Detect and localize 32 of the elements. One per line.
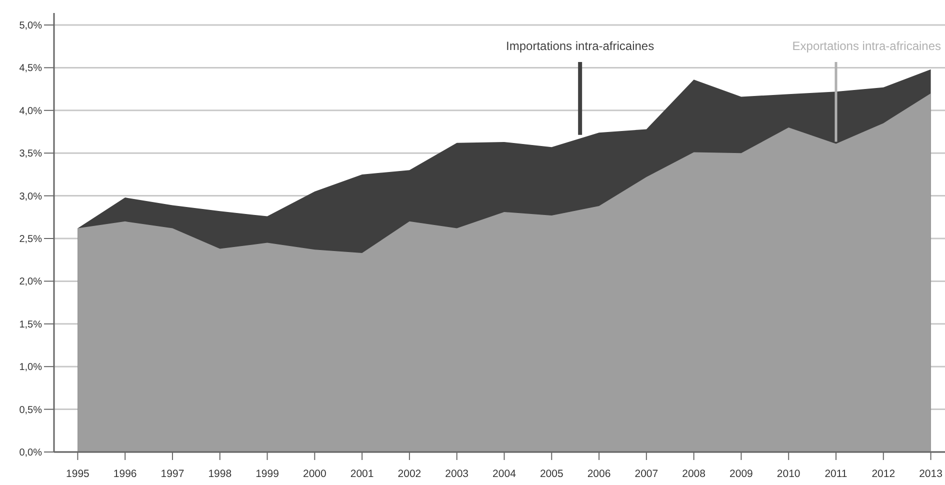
x-tick-label: 2009: [730, 468, 754, 480]
y-tick-label: 2,0%: [19, 276, 42, 288]
x-tick-label: 2013: [919, 468, 943, 480]
x-tick-label: 2012: [872, 468, 896, 480]
annotation: Exportations intra-africaines: [792, 39, 941, 53]
x-tick-label: 2002: [398, 468, 422, 480]
x-tick-label: 2005: [540, 468, 564, 480]
x-tick-label: 2008: [682, 468, 706, 480]
y-tick-label: 2,5%: [19, 234, 42, 245]
y-tick-label: 4,0%: [19, 106, 42, 117]
x-tick-label: 2010: [776, 468, 800, 480]
x-tick-label: 2001: [350, 468, 374, 480]
x-tick-label: 2003: [445, 468, 469, 480]
annotation: Importations intra-africaines: [506, 39, 654, 53]
x-tick-label: 1997: [160, 468, 184, 480]
x-tick-label: 2006: [587, 468, 611, 480]
x-tick-label: 2011: [824, 468, 848, 480]
y-tick-label: 3,0%: [19, 191, 42, 202]
y-tick-label: 1,5%: [19, 319, 42, 330]
x-tick-label: 2004: [492, 468, 516, 480]
x-tick-label: 1996: [113, 468, 137, 480]
y-tick-label: 4,5%: [19, 63, 42, 74]
y-tick-label: 3,5%: [19, 148, 42, 160]
x-tick-label: 1999: [256, 468, 280, 480]
x-tick-label: 1995: [66, 468, 90, 480]
x-tick-label: 2000: [302, 468, 327, 480]
y-tick-label: 0,5%: [19, 404, 42, 416]
y-tick-label: 5,0%: [19, 20, 42, 32]
x-tick-label: 2007: [634, 468, 658, 480]
y-tick-label: 1,0%: [19, 362, 42, 374]
y-tick-label: 0,0%: [19, 448, 42, 458]
x-tick-label: 1998: [208, 468, 232, 480]
